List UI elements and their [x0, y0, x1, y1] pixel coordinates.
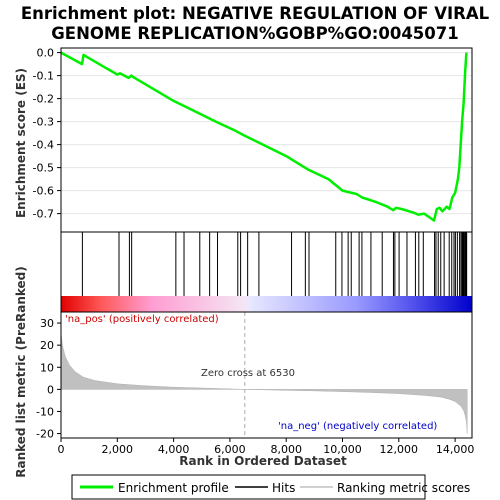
ranking-metric-area [60, 331, 468, 434]
x-axis-label: Rank in Ordered Dataset [179, 454, 347, 468]
legend-label-hits: Hits [272, 481, 295, 495]
x-tick-label: 6,000 [214, 443, 246, 456]
legend-label-enrichment: Enrichment profile [118, 481, 229, 495]
metric-plot-frame [60, 311, 473, 439]
x-tick-label: 0 [58, 443, 65, 456]
es-tick-label: -0.5 [33, 162, 54, 175]
legend-label-metric: Ranking metric scores [337, 481, 470, 495]
es-tick-label: 0.0 [37, 47, 55, 60]
x-tick-label: 12,000 [380, 443, 419, 456]
chart-title-line-1: Enrichment plot: NEGATIVE REGULATION OF … [21, 4, 490, 23]
es-tick-label: -0.2 [33, 93, 54, 106]
x-tick-label: 14,000 [436, 443, 475, 456]
hits-area [61, 232, 472, 296]
hits-panel [60, 231, 473, 313]
metric-tick-label: 0 [47, 383, 54, 396]
rank-color-bar [61, 296, 472, 312]
es-tick-label: -0.4 [33, 139, 54, 152]
metric-panel: 30 20 10 0 -10 -20 0 2,000 4,000 6,000 8,000 10,000… [36, 311, 475, 456]
x-tick-label: 4,000 [158, 443, 190, 456]
x-tick-label: 10,000 [323, 443, 362, 456]
zero-cross-label: Zero cross at 6530 [201, 368, 295, 379]
metric-axis-label: Ranked list metric (PreRanked) [14, 266, 28, 478]
x-tick-label: 2,000 [102, 443, 134, 456]
es-panel: 0.0 -0.1 -0.2 -0.3 -0.4 -0.5 -0.6 -0.7 [33, 47, 473, 233]
metric-tick-label: 10 [40, 361, 54, 374]
es-axis-label: Enrichment score (ES) [14, 68, 28, 218]
legend: Enrichment profile Hits Ranking metric s… [71, 474, 470, 500]
metric-tick-label: 30 [40, 317, 54, 330]
es-tick-label: -0.3 [33, 116, 54, 129]
neg-correlated-label: 'na_neg' (negatively correlated) [278, 421, 437, 432]
enrichment-profile-line [60, 51, 468, 222]
chart-title-line-2: GENOME REPLICATION%GOBP%GO:0045071 [51, 24, 458, 43]
x-tick-label: 8,000 [270, 443, 302, 456]
metric-plot-area [61, 312, 472, 438]
es-tick-label: -0.1 [33, 70, 54, 83]
es-tick-label: -0.6 [33, 185, 54, 198]
metric-tick-label: 20 [40, 339, 54, 352]
metric-tick-label: -10 [36, 405, 54, 418]
metric-tick-label: -20 [36, 428, 54, 441]
pos-correlated-label: 'na_pos' (positively correlated) [65, 314, 219, 325]
es-tick-label: -0.7 [33, 208, 54, 221]
